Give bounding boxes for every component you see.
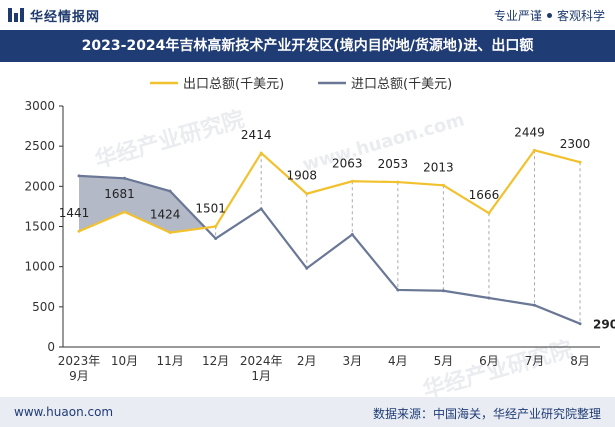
export-point <box>305 192 309 196</box>
export-data-label: 2063 <box>332 156 363 170</box>
x-tick-label: 2月 <box>297 354 317 368</box>
import-point <box>214 237 218 241</box>
import-point <box>578 322 582 326</box>
top-bar: 华经情报网 专业严谨 客观科学 <box>0 0 615 30</box>
x-tick-label: 12月 <box>202 354 229 368</box>
x-tick-label: 2023年 9月 <box>58 354 101 383</box>
x-tick-label: 10月 <box>111 354 138 368</box>
slogan: 专业严谨 客观科学 <box>494 7 605 24</box>
x-tick-label: 6月 <box>479 354 499 368</box>
export-data-label: 1681 <box>104 187 135 201</box>
import-point <box>350 233 354 237</box>
export-data-label: 2449 <box>514 125 545 139</box>
export-data-label: 2300 <box>560 137 591 151</box>
legend-label-import: 进口总额(千美元) <box>351 77 452 92</box>
x-tick-label: 11月 <box>156 354 183 368</box>
chart-title: 2023-2024年吉林高新技术产业开发区(境内目的地/货源地)进、出口额 <box>81 38 534 54</box>
title-bar: 2023-2024年吉林高新技术产业开发区(境内目的地/货源地)进、出口额 <box>0 30 615 62</box>
import-point <box>396 288 400 292</box>
series-export-line <box>78 149 581 234</box>
slogan-left: 专业严谨 <box>493 9 542 23</box>
brand-logo: 华经情报网 <box>8 6 101 25</box>
dot-icon <box>546 13 552 18</box>
export-point <box>533 148 536 152</box>
export-data-label: 2013 <box>423 160 454 174</box>
y-tick-label: 500 <box>32 300 55 314</box>
y-tick-label: 2500 <box>24 139 55 153</box>
export-data-label: 1441 <box>59 206 90 220</box>
bar-chart-icon <box>8 7 24 23</box>
footer-source: 数据来源：中国海关，华经产业研究院整理 <box>372 407 601 421</box>
footer-website: www.huaon.com <box>14 405 114 419</box>
export-data-label: 1424 <box>150 208 181 222</box>
legend-label-export: 出口总额(千美元) <box>183 77 284 92</box>
x-tick-label: 3月 <box>342 354 362 368</box>
x-tick-label: 2024年 1月 <box>240 354 283 383</box>
export-point <box>214 224 218 228</box>
import-point <box>123 176 127 180</box>
export-point <box>123 210 127 214</box>
export-point <box>168 231 172 235</box>
x-tick-label: 8月 <box>570 354 590 368</box>
line-chart: 出口总额(千美元) 进口总额(千美元) 0 500 1000 1500 2000 2500 30… <box>24 77 615 383</box>
export-point <box>350 179 354 183</box>
footer-bar: www.huaon.com 数据来源：中国海关，华经产业研究院整理 <box>0 397 615 427</box>
export-data-label: 2053 <box>378 157 409 171</box>
export-point <box>396 180 400 184</box>
x-tick-label: 5月 <box>434 354 454 368</box>
import-data-label: 290 <box>593 318 615 332</box>
export-data-label: 1501 <box>195 201 226 215</box>
export-point <box>259 151 263 155</box>
export-data-label: 2414 <box>241 128 272 142</box>
import-point <box>441 289 445 293</box>
export-point <box>578 160 582 164</box>
import-surplus-area <box>79 175 206 233</box>
export-point <box>77 229 81 233</box>
y-tick-label: 3000 <box>24 99 55 113</box>
y-tick-label: 1000 <box>24 260 55 274</box>
y-tick-label: 0 <box>47 340 55 354</box>
export-point <box>487 211 491 215</box>
series-import-line <box>78 174 581 325</box>
logo-text: 华经情报网 <box>30 9 101 25</box>
import-point <box>168 189 172 193</box>
import-point <box>259 207 263 211</box>
y-tick-label: 1500 <box>24 220 55 234</box>
import-point <box>487 296 491 300</box>
slogan-right: 客观科学 <box>556 9 605 23</box>
y-tick-label: 2000 <box>24 179 55 193</box>
export-point <box>441 183 445 187</box>
import-point <box>533 303 536 307</box>
x-tick-label: 7月 <box>525 354 545 368</box>
export-data-label: 1666 <box>469 188 500 202</box>
export-data-label: 1908 <box>286 169 317 183</box>
x-tick-label: 4月 <box>388 354 408 368</box>
import-point <box>77 174 81 178</box>
import-point <box>305 266 309 270</box>
